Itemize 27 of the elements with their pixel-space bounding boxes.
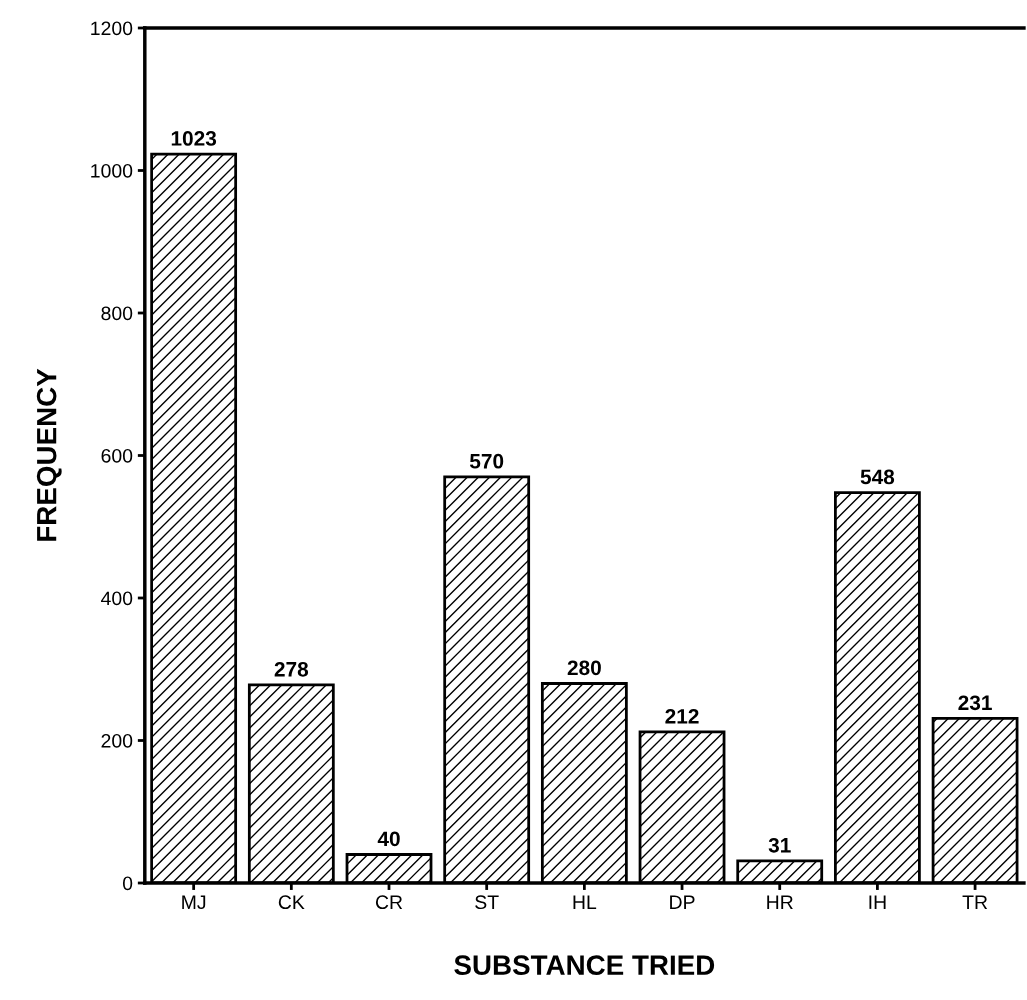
data-label: 570 (469, 453, 504, 469)
y-tick-label: 400 (101, 591, 133, 606)
x-tick-label: DP (670, 895, 695, 909)
y-tick-label: 200 (101, 733, 133, 748)
x-tick-label: HR (767, 895, 793, 909)
data-label: 1023 (171, 131, 217, 146)
x-tick-label: CK (278, 895, 305, 910)
data-label: 278 (274, 661, 309, 677)
y-tick-label: 0 (122, 876, 133, 891)
x-tick-label: TR (962, 895, 988, 909)
data-label: 280 (567, 660, 601, 676)
y-axis-title: FREQUENCY (36, 368, 62, 541)
x-tick-label: IH (869, 895, 886, 909)
data-label: 31 (768, 837, 791, 853)
y-tick-label: 1000 (91, 163, 133, 178)
y-tick-label: 1200 (91, 21, 133, 36)
x-tick-label: MJ (182, 895, 206, 910)
x-tick-label: ST (475, 895, 499, 910)
x-tick-label: CR (375, 895, 403, 910)
y-tick-label: 600 (101, 448, 133, 463)
data-label: 212 (665, 708, 699, 724)
data-label: 231 (958, 695, 992, 711)
y-tick-label: 800 (101, 306, 133, 321)
x-tick-label: HL (573, 895, 597, 909)
data-label: 548 (860, 469, 895, 485)
x-axis-title: SUBSTANCE TRIED (454, 955, 715, 975)
data-label: 40 (377, 831, 400, 847)
